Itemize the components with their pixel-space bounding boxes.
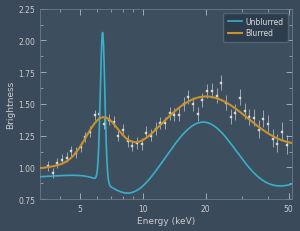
Unblurred <box>150 175 153 178</box>
Blurred <box>235 109 238 112</box>
Y-axis label: Brightness: Brightness <box>6 80 15 128</box>
Unblurred <box>38 176 42 178</box>
Line: Blurred: Blurred <box>40 97 292 168</box>
Unblurred <box>64 174 68 177</box>
Unblurred <box>101 32 104 35</box>
Blurred <box>140 140 144 142</box>
Blurred <box>212 97 215 99</box>
Unblurred <box>290 183 294 185</box>
Unblurred <box>212 125 215 128</box>
Legend: Unblurred, Blurred: Unblurred, Blurred <box>224 13 288 43</box>
Blurred <box>240 112 243 115</box>
Blurred <box>204 96 208 98</box>
Line: Unblurred: Unblurred <box>40 33 292 193</box>
Unblurred <box>235 151 239 154</box>
Unblurred <box>240 157 243 160</box>
Blurred <box>149 133 153 136</box>
X-axis label: Energy (keV): Energy (keV) <box>137 216 195 225</box>
Unblurred <box>126 192 129 195</box>
Blurred <box>38 167 42 170</box>
Blurred <box>290 142 294 145</box>
Unblurred <box>141 185 144 188</box>
Blurred <box>64 161 68 164</box>
